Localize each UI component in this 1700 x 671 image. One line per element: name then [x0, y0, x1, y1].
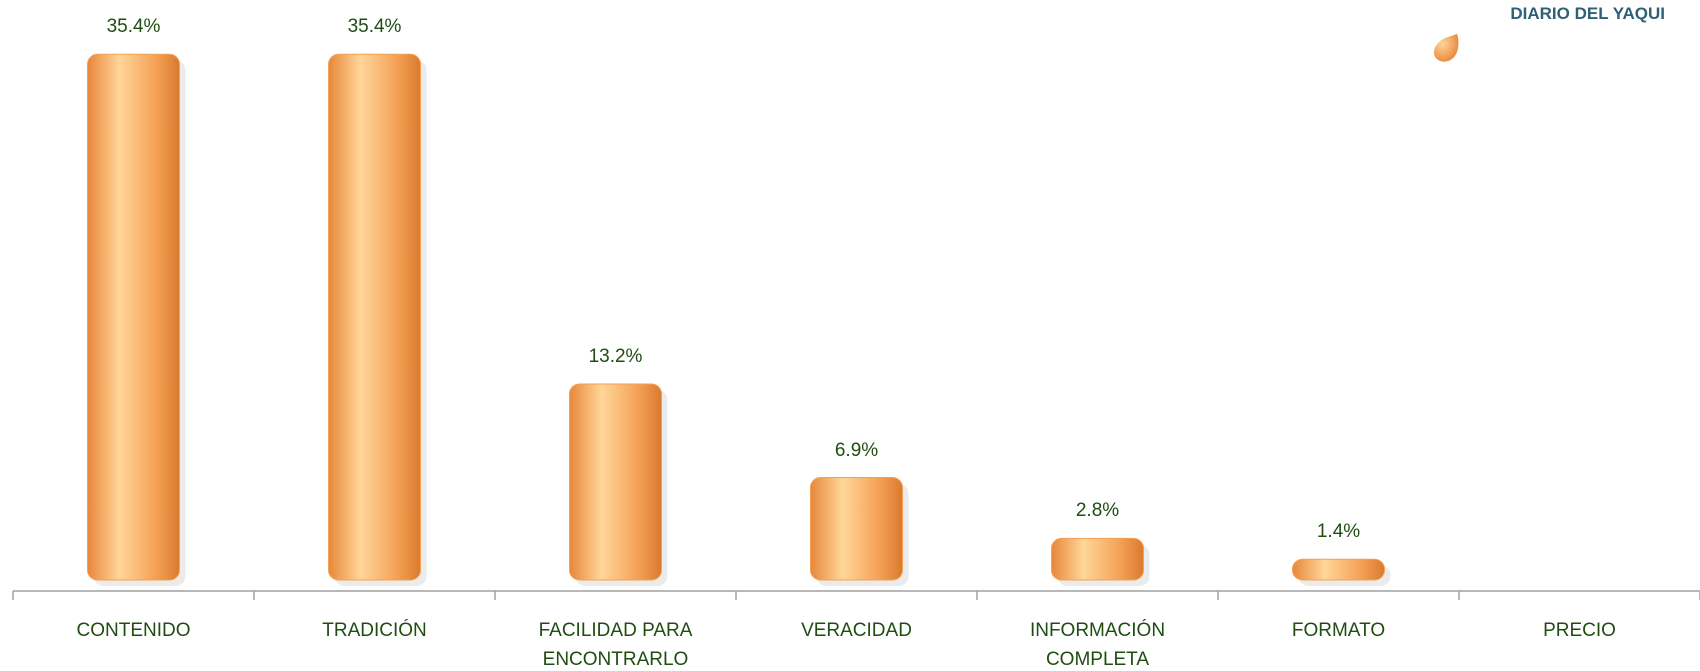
x-tick-label: INFORMACIÓN COMPLETA	[1029, 620, 1166, 670]
data-label: 6.9%	[834, 439, 879, 461]
x-tick-label: CONTENIDO	[76, 620, 191, 641]
data-label: 1.4%	[1316, 521, 1361, 543]
data-label: 35.4%	[347, 16, 402, 38]
bar	[810, 477, 903, 581]
bar	[87, 53, 180, 581]
data-label: 13.2%	[588, 345, 643, 367]
legend-swatch	[1434, 34, 1459, 62]
x-tick-label: FACILIDAD PARA ENCONTRARLO	[538, 620, 693, 670]
bar	[1292, 558, 1385, 581]
data-label: 2.8%	[1075, 500, 1120, 522]
data-label: 35.4%	[106, 16, 161, 38]
legend-label: DIARIO DEL YAQUI	[1510, 4, 1665, 23]
x-tick-label: FORMATO	[1291, 620, 1386, 641]
bar	[1051, 537, 1144, 581]
bar	[328, 53, 421, 581]
x-tick-label: TRADICIÓN	[322, 620, 427, 641]
bar	[569, 383, 662, 581]
x-tick-label: VERACIDAD	[801, 620, 912, 641]
x-tick-label: PRECIO	[1543, 620, 1616, 641]
